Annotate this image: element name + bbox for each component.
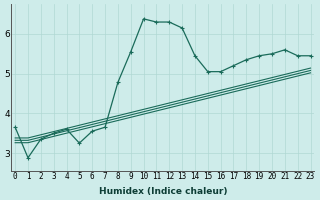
X-axis label: Humidex (Indice chaleur): Humidex (Indice chaleur): [99, 187, 227, 196]
